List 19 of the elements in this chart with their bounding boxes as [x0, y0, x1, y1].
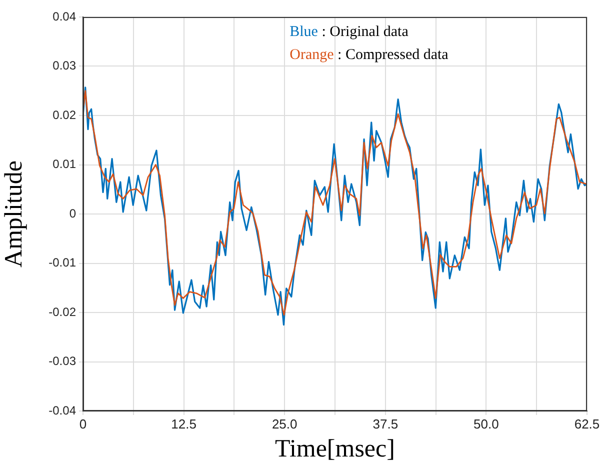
y-axis-title: Amplitude: [0, 160, 28, 268]
x-tick-label: 25.0: [272, 416, 298, 432]
x-tick-label: 62.5: [574, 416, 600, 432]
y-tick-label: -0.03: [48, 354, 76, 368]
x-tick-label: 12.5: [171, 416, 196, 432]
y-tick-label: -0.04: [48, 403, 76, 418]
x-tick-label: 0: [79, 416, 87, 432]
x-tick-label: 37.5: [372, 416, 398, 432]
y-tick-label: 0: [69, 206, 76, 220]
y-tick-label: 0.04: [52, 9, 76, 24]
x-tick-label: 50.0: [474, 416, 499, 432]
y-tick-label: -0.01: [48, 256, 76, 270]
y-tick-label: 0.02: [52, 108, 76, 122]
y-tick-label: 0.03: [52, 58, 76, 73]
x-axis-title: Time[msec]: [275, 436, 395, 463]
annotation: Blue : Original data: [290, 24, 409, 40]
y-tick-label: 0.01: [52, 157, 76, 172]
annotation: Orange : Compressed data: [290, 47, 449, 63]
y-tick-label: -0.02: [48, 304, 76, 319]
